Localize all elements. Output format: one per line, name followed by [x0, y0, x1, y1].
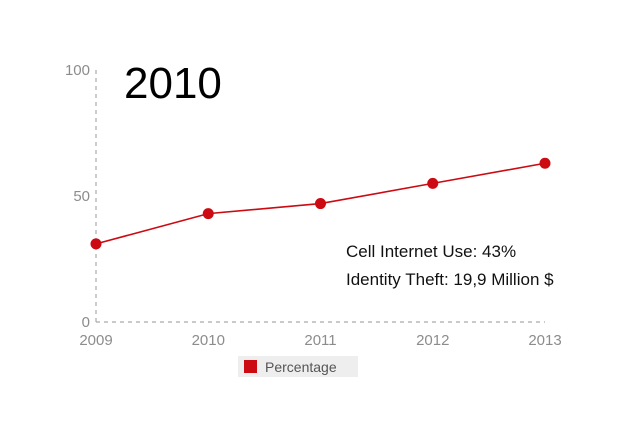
data-point[interactable]: [427, 177, 439, 189]
annotation-identity-theft: Identity Theft: 19,9 Million $: [346, 270, 554, 289]
y-tick-label: 0: [82, 314, 90, 331]
data-point[interactable]: [315, 198, 326, 210]
overlay-year-title: 2010: [124, 59, 222, 108]
data-point[interactable]: [202, 208, 214, 220]
x-tick-label: 2011: [304, 332, 336, 349]
data-point[interactable]: [90, 238, 102, 250]
x-tick-labels: 2009 2010 2011 2012 2013: [79, 332, 561, 349]
legend-swatch: [244, 360, 257, 373]
chart-legend: Percentage: [238, 356, 358, 377]
legend-label: Percentage: [265, 358, 337, 375]
x-tick-label: 2012: [416, 332, 449, 349]
y-tick-labels: 0 50 100: [65, 62, 90, 331]
x-tick-label: 2009: [79, 332, 112, 349]
y-tick-label: 100: [65, 62, 90, 79]
x-tick-label: 2010: [192, 332, 225, 349]
x-tick-label: 2013: [528, 332, 561, 349]
annotation-cell-internet-use: Cell Internet Use: 43%: [346, 242, 517, 261]
data-point[interactable]: [539, 157, 551, 169]
chart-axes: [95, 70, 545, 323]
y-tick-label: 50: [73, 188, 90, 205]
series-layer: [90, 157, 551, 250]
